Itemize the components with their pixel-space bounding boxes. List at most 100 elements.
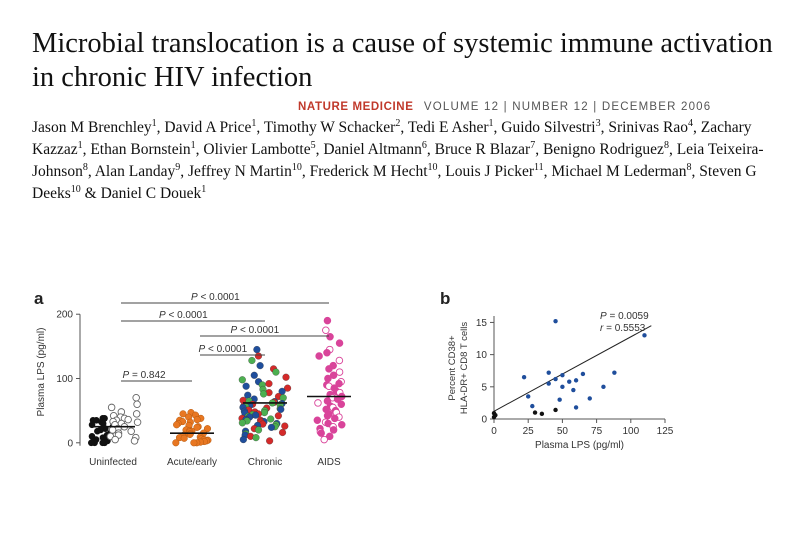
y-tick-label: 15 [476,318,488,329]
data-point-chronic [253,346,261,354]
data-point-blue [612,370,617,375]
author: Benigno Rodriguez [542,141,664,158]
affiliation-number: 10 [70,183,81,195]
data-point-chronic [260,390,268,398]
data-point-aids [326,332,334,341]
r-value-annotation: r = 0.5553 [600,323,646,334]
x-category-label: Acute/early [167,457,217,468]
data-point-aids [335,356,344,365]
data-point-blue [553,318,558,324]
data-point-blue [530,403,535,409]
y-tick-label: 0 [67,438,73,449]
data-point-chronic [266,437,274,445]
data-point-chronic [239,436,247,444]
data-point-blue [580,371,586,377]
y-axis-label: Plasma LPS (pg/ml) [36,328,47,417]
data-point-aids [329,371,338,380]
issue-info: VOLUME 12 | NUMBER 12 | DECEMBER 2006 [423,101,712,113]
data-point-uninfected-filled [88,439,95,447]
affiliation-number: 1 [151,117,157,129]
data-point-aids [324,374,332,383]
data-point-aids [320,435,328,444]
data-point-blue [573,405,579,410]
author: Leia Teixeira-Johnson [32,141,764,180]
y-tick-label: 100 [56,374,73,385]
data-point-uninfected-open [133,400,141,408]
data-point-aids [314,399,322,407]
data-point-chronic [238,419,246,427]
y-tick-label: 0 [481,415,487,426]
data-point-blue [573,378,579,383]
data-point-chronic [267,423,275,431]
y-tick-label: 5 [481,382,487,393]
data-point-blue [557,397,562,402]
data-point-chronic [267,415,275,423]
data-point-chronic [252,434,260,442]
data-point-chronic [260,409,269,417]
p-value-label: P < 0.0001 [191,292,240,303]
data-point-chronic [281,422,289,430]
regression-line [493,325,652,412]
author: Bruce R Blazar [434,141,531,158]
data-point-aids [335,379,343,388]
data-point-black [532,410,538,415]
data-point-acute [193,423,201,431]
x-tick-label: 0 [491,426,497,437]
affiliation-number: 7 [530,139,536,151]
author: Timothy W Schacker [263,119,396,136]
p-value-label: P < 0.0001 [159,310,208,321]
affiliation-number: 4 [687,117,693,129]
x-tick-label: 50 [557,426,569,437]
panel-b-chart: b 0 25 50 75 100 125 0 5 10 15 Plasma LPS (pg/ml) Pe… [440,289,674,451]
x-tick-label: 125 [657,426,674,437]
data-point-uninfected-open [130,437,139,445]
data-point-aids [322,326,330,335]
data-point-uninfected-filled [99,420,107,427]
affiliation-number: 8 [82,161,88,173]
p-value-annotation: P = 0.0059 [600,311,649,322]
data-point-aids [335,339,344,347]
data-point-aids [323,349,331,357]
data-point-uninfected-open [127,427,135,435]
panel-label-a: a [34,289,44,308]
affiliation-number: 8 [663,139,669,151]
data-point-uninfected-filled [93,416,100,424]
data-point-black [539,411,545,417]
data-point-chronic [274,412,282,420]
data-point-acute [193,416,201,424]
data-point-uninfected-open [133,418,142,426]
affiliation-number: 10 [427,161,438,173]
data-point-chronic [248,356,256,365]
data-point-chronic [244,391,252,399]
affiliation-number: 8 [686,161,692,173]
author: Tedi E Asher [407,119,489,136]
data-point-aids [338,421,346,429]
data-point-blue [571,387,576,393]
affiliation-number: 11 [533,161,544,173]
data-point-chronic [265,380,273,388]
data-point-chronic [254,426,263,434]
author: Louis J Picker [445,163,534,180]
data-point-acute [172,439,180,447]
data-point-uninfected-open [111,435,119,444]
data-point-chronic [252,411,260,419]
data-point-uninfected-filled [99,439,106,447]
data-point-blue [546,370,551,375]
affiliation-number: 1 [251,117,257,129]
author: David A Price [164,119,252,136]
y-tick-label: 10 [476,350,488,361]
data-point-uninfected-open [124,415,132,424]
data-point-uninfected-open [132,410,141,418]
affiliation-number: 5 [310,139,316,151]
data-point-chronic [282,373,290,381]
data-point-aids [335,368,344,376]
data-point-chronic [256,362,264,370]
x-category-label: AIDS [317,457,341,468]
data-point-aids [317,429,325,437]
data-point-blue [526,394,531,399]
affiliation-number: 1 [190,139,196,151]
data-point-chronic [278,428,287,437]
affiliation-number: 1 [201,183,207,195]
data-point-black [493,412,498,418]
affiliation-number: 1 [488,117,494,129]
